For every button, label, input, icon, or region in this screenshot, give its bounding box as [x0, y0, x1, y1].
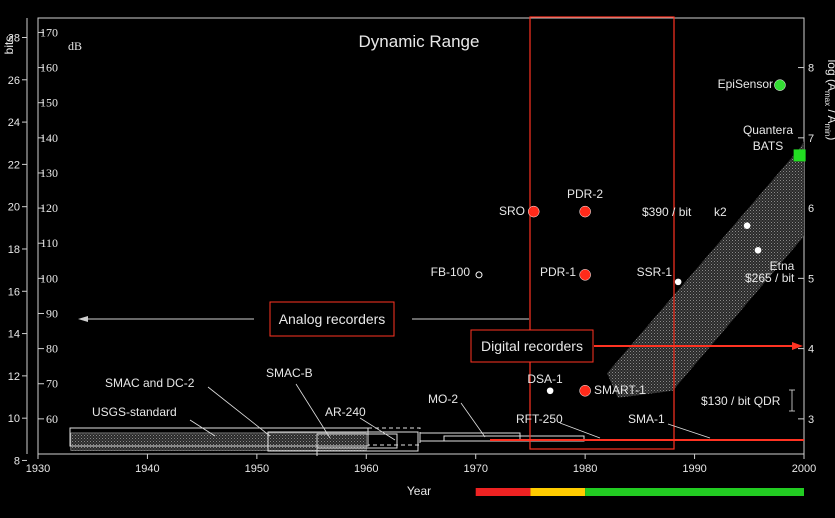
quantera-label-line1: Quantera: [743, 123, 793, 137]
smacb-box: [316, 433, 398, 449]
pdr2-label: PDR-2: [567, 187, 603, 201]
log-tick-label: 5: [808, 273, 814, 285]
db-tick-label: 150: [40, 96, 58, 110]
point-smart-1: [579, 385, 591, 397]
point-pdr-2: [579, 205, 591, 218]
digital-arrowhead: [792, 342, 803, 350]
right-label-part1: log (A: [825, 60, 835, 91]
point-ssr-1: [674, 278, 682, 286]
digital-recorders-label: Digital recorders: [481, 338, 583, 354]
point-quantera-bats: [793, 149, 806, 162]
cost-390-label: $390 / bit: [642, 205, 692, 219]
db-tick-label: 70: [46, 377, 58, 391]
log-tick-label: 7: [808, 133, 814, 145]
fb100-label: FB-100: [431, 265, 471, 279]
y-axis-bits-label: bits: [2, 36, 16, 55]
right-label-sub1: max: [823, 91, 832, 106]
x-tick-label: 1970: [463, 463, 487, 475]
ar240-label: AR-240: [325, 405, 366, 419]
mo2-label: MO-2: [428, 392, 458, 406]
bits-tick-label: 12: [8, 371, 20, 383]
db-tick-label: 120: [40, 201, 58, 215]
right-label-sub2: min: [823, 123, 832, 136]
smac-dc2-label: SMAC and DC-2: [105, 376, 195, 390]
db-tick-label: 160: [40, 61, 58, 75]
usgs-standard-label: USGS-standard: [92, 405, 177, 419]
x-tick-label: 1940: [135, 463, 159, 475]
right-label-part2: / A: [825, 106, 835, 123]
db-tick-label: 140: [40, 131, 58, 145]
rft250-label: RFT-250: [516, 412, 563, 426]
sma1-label: SMA-1: [628, 412, 665, 426]
y-axis-db-label: dB: [68, 39, 82, 53]
x-tick-label: 1990: [682, 463, 706, 475]
smacb-label: SMAC-B: [266, 366, 313, 380]
bits-tick-label: 14: [8, 329, 20, 341]
chart-title: Dynamic Range: [359, 32, 480, 51]
recorder-leaders: [189, 383, 795, 441]
point-sro: [527, 205, 540, 218]
bits-tick-label: 26: [8, 75, 20, 87]
log-tick-label: 6: [808, 203, 814, 215]
db-tick-label: 90: [46, 306, 58, 320]
log-tick-label: 4: [808, 344, 814, 356]
x-tick-label: 1930: [26, 463, 50, 475]
bits-tick-label: 16: [8, 286, 20, 298]
db-tick-label: 100: [40, 271, 58, 285]
timeline-segment: [530, 488, 586, 496]
bits-tick-label: 28: [8, 32, 20, 44]
point-dsa-1: [546, 387, 554, 395]
y-axis-right-label: log (Amax / Amin): [823, 60, 835, 141]
db-tick-label: 60: [46, 412, 58, 426]
cost-265-label: $265 / bit: [745, 271, 795, 285]
point-pdr-1: [579, 269, 591, 281]
db-tick-label: 80: [46, 342, 58, 356]
k2-label: k2: [714, 205, 727, 219]
point-episensor: [774, 79, 786, 91]
db-tick-label: 130: [40, 166, 58, 180]
db-tick-label: 170: [40, 25, 58, 39]
cost-130-label: $130 / bit QDR: [701, 394, 781, 408]
digital-era-frame: [529, 16, 675, 450]
quantera-label-line2: BATS: [753, 139, 783, 153]
bits-tick-label: 10: [8, 413, 20, 425]
ar240-box: [367, 427, 421, 446]
bits-tick-label: 18: [8, 244, 20, 256]
timeline-segment: [475, 488, 531, 496]
log-tick-label: 3: [808, 414, 814, 426]
era-timeline: [475, 488, 804, 496]
log-tick-label: 8: [808, 63, 814, 75]
analog-arrowhead: [78, 316, 88, 322]
smart1-label: SMART-1: [594, 383, 646, 397]
x-tick-label: 2000: [792, 463, 816, 475]
bits-tick-label: 20: [8, 202, 20, 214]
bits-tick-label: 8: [14, 455, 20, 467]
timeline-segment: [585, 488, 804, 496]
data-points: [475, 79, 806, 397]
point-etna: [754, 246, 762, 254]
x-axis-label: Year: [407, 484, 431, 498]
smac-dc2-box: [267, 431, 419, 452]
point-k2: [743, 222, 751, 229]
bits-tick-label: 22: [8, 159, 20, 171]
dsa1-label: DSA-1: [527, 372, 563, 386]
pdr1-label: PDR-1: [540, 265, 576, 279]
point-fb-100: [475, 271, 483, 279]
episensor-label: EpiSensor: [718, 77, 773, 91]
ssr1-label: SSR-1: [637, 265, 673, 279]
right-label-part3: ): [825, 136, 835, 140]
analog-recorders-box: [269, 301, 395, 337]
db-tick-label: 110: [40, 236, 58, 250]
digital-recorders-box: [470, 329, 594, 363]
sro-label: SRO: [499, 204, 525, 218]
analog-recorders-label: Analog recorders: [279, 311, 386, 327]
digital-trend-band: [607, 141, 804, 398]
x-tick-label: 1960: [354, 463, 378, 475]
x-tick-label: 1980: [573, 463, 597, 475]
x-tick-label: 1950: [245, 463, 269, 475]
bits-tick-label: 24: [8, 117, 20, 129]
etna-label: Etna: [770, 259, 795, 273]
